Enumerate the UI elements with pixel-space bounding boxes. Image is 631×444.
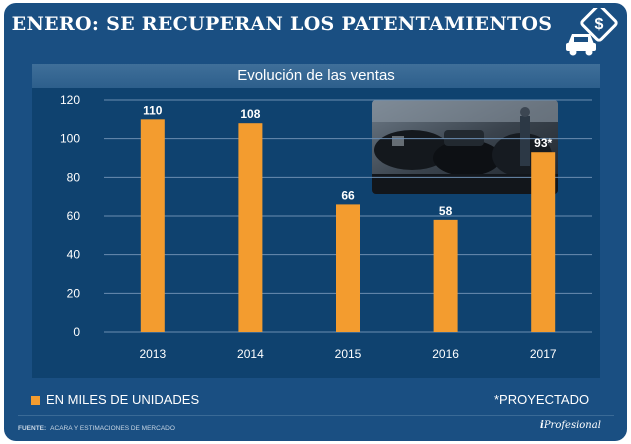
y-tick-label: 120: [60, 93, 80, 107]
y-tick-label: 100: [60, 132, 80, 146]
headline: ENERO: SE RECUPERAN LOS PATENTAMIENTOS: [11, 13, 553, 35]
y-tick-label: 60: [67, 209, 81, 223]
source-label: FUENTE:: [18, 425, 47, 432]
data-labels: 110 108 66 58 93*: [143, 103, 552, 218]
car-money-icon: $: [566, 8, 618, 56]
bar-value-label: 110: [143, 103, 163, 117]
x-tick-label: 2015: [335, 347, 362, 361]
source-text: ACARA Y ESTIMACIONES DE MERCADO: [50, 425, 175, 432]
y-tick-label: 80: [67, 170, 81, 184]
infographic-card: ENERO: SE RECUPERAN LOS PATENTAMIENTOS $…: [4, 3, 627, 441]
bar-value-label: 93*: [534, 136, 552, 150]
x-tick-label: 2013: [139, 347, 166, 361]
y-axis-ticks: 0 20 40 60 80 100 120: [60, 93, 80, 339]
bar: [140, 119, 165, 332]
bar-value-label: 108: [240, 107, 260, 121]
x-axis-labels: 2013 2014 2015 2016 2017: [139, 347, 556, 361]
bar: [238, 123, 263, 332]
footer-divider: [18, 415, 614, 416]
x-tick-label: 2014: [237, 347, 264, 361]
car-dealership-photo: [372, 100, 558, 194]
plot-area: 0 20 40 60 80 100 120 110 108 66 58 93* 2013 2014 20…: [32, 88, 600, 378]
y-tick-label: 0: [73, 325, 80, 339]
brand-name: Profesional: [543, 420, 601, 431]
chart-title-banner: Evolución de las ventas: [32, 64, 600, 88]
x-tick-label: 2017: [530, 347, 557, 361]
bar: [433, 219, 458, 332]
bar-value-label: 66: [341, 188, 355, 202]
projection-note: *PROYECTADO: [494, 392, 590, 407]
x-tick-label: 2016: [432, 347, 459, 361]
y-tick-label: 40: [67, 248, 81, 262]
bars: [140, 119, 556, 332]
brand-prefix: i: [540, 420, 544, 431]
brand-logo: iProfesional: [540, 420, 601, 431]
svg-text:$: $: [595, 16, 604, 33]
chart-title: Evolución de las ventas: [237, 67, 395, 84]
bar-value-label: 58: [439, 204, 453, 218]
y-tick-label: 20: [67, 286, 81, 300]
source-line: FUENTE: ACARA Y ESTIMACIONES DE MERCADO: [18, 425, 175, 432]
bar: [531, 152, 556, 332]
legend-swatch: [31, 396, 40, 405]
legend-label: EN MILES DE UNIDADES: [46, 392, 200, 407]
bar: [336, 204, 360, 332]
